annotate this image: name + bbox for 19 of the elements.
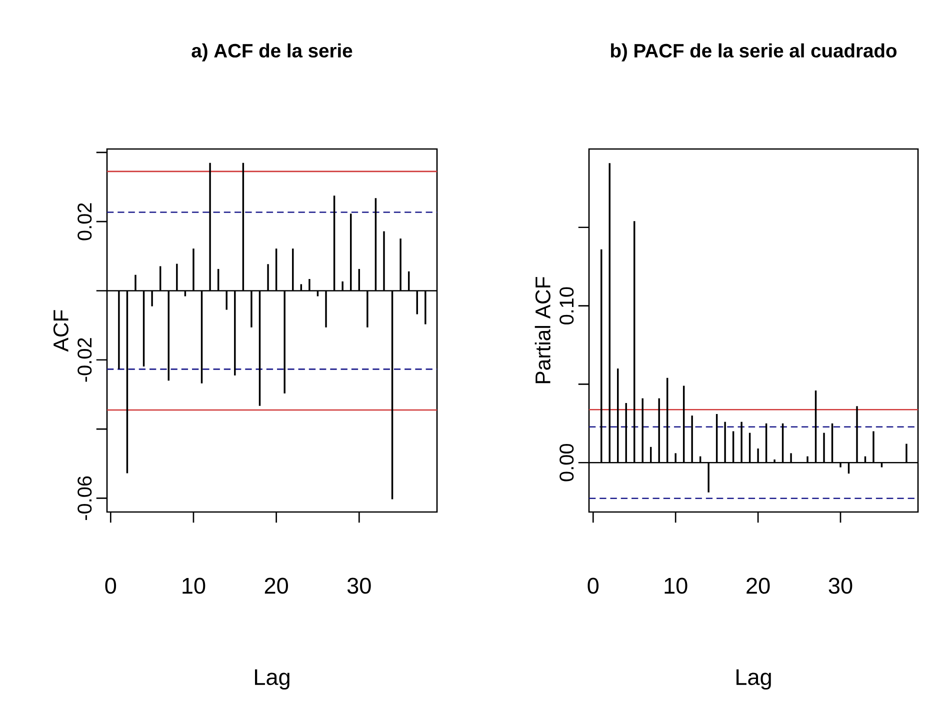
- y-tick-label: -0.06: [78, 476, 92, 520]
- y-tick-label: 0.00: [560, 444, 574, 482]
- x-tick-label: 0: [105, 578, 116, 594]
- x-axis-title: Lag: [255, 669, 290, 690]
- x-tick-label: 20: [264, 578, 288, 594]
- y-tick-label: -0.02: [78, 338, 92, 382]
- x-axis-title: Lag: [736, 669, 771, 690]
- y-axis-title: Partial ACF: [534, 277, 550, 384]
- chart-title: b) PACF de la serie al cuadrado: [610, 43, 897, 62]
- x-tick-label: 20: [746, 578, 770, 594]
- x-tick-label: 0: [588, 578, 599, 594]
- y-tick-label: 0.10: [560, 287, 574, 324]
- chart-title: a) ACF de la serie: [192, 43, 352, 62]
- x-tick-label: 30: [828, 578, 852, 594]
- x-tick-label: 10: [182, 578, 206, 594]
- x-tick-label: 30: [347, 578, 371, 594]
- x-tick-label: 10: [664, 578, 688, 594]
- y-axis-title: ACF: [53, 310, 68, 352]
- y-tick-label: 0.02: [78, 203, 92, 240]
